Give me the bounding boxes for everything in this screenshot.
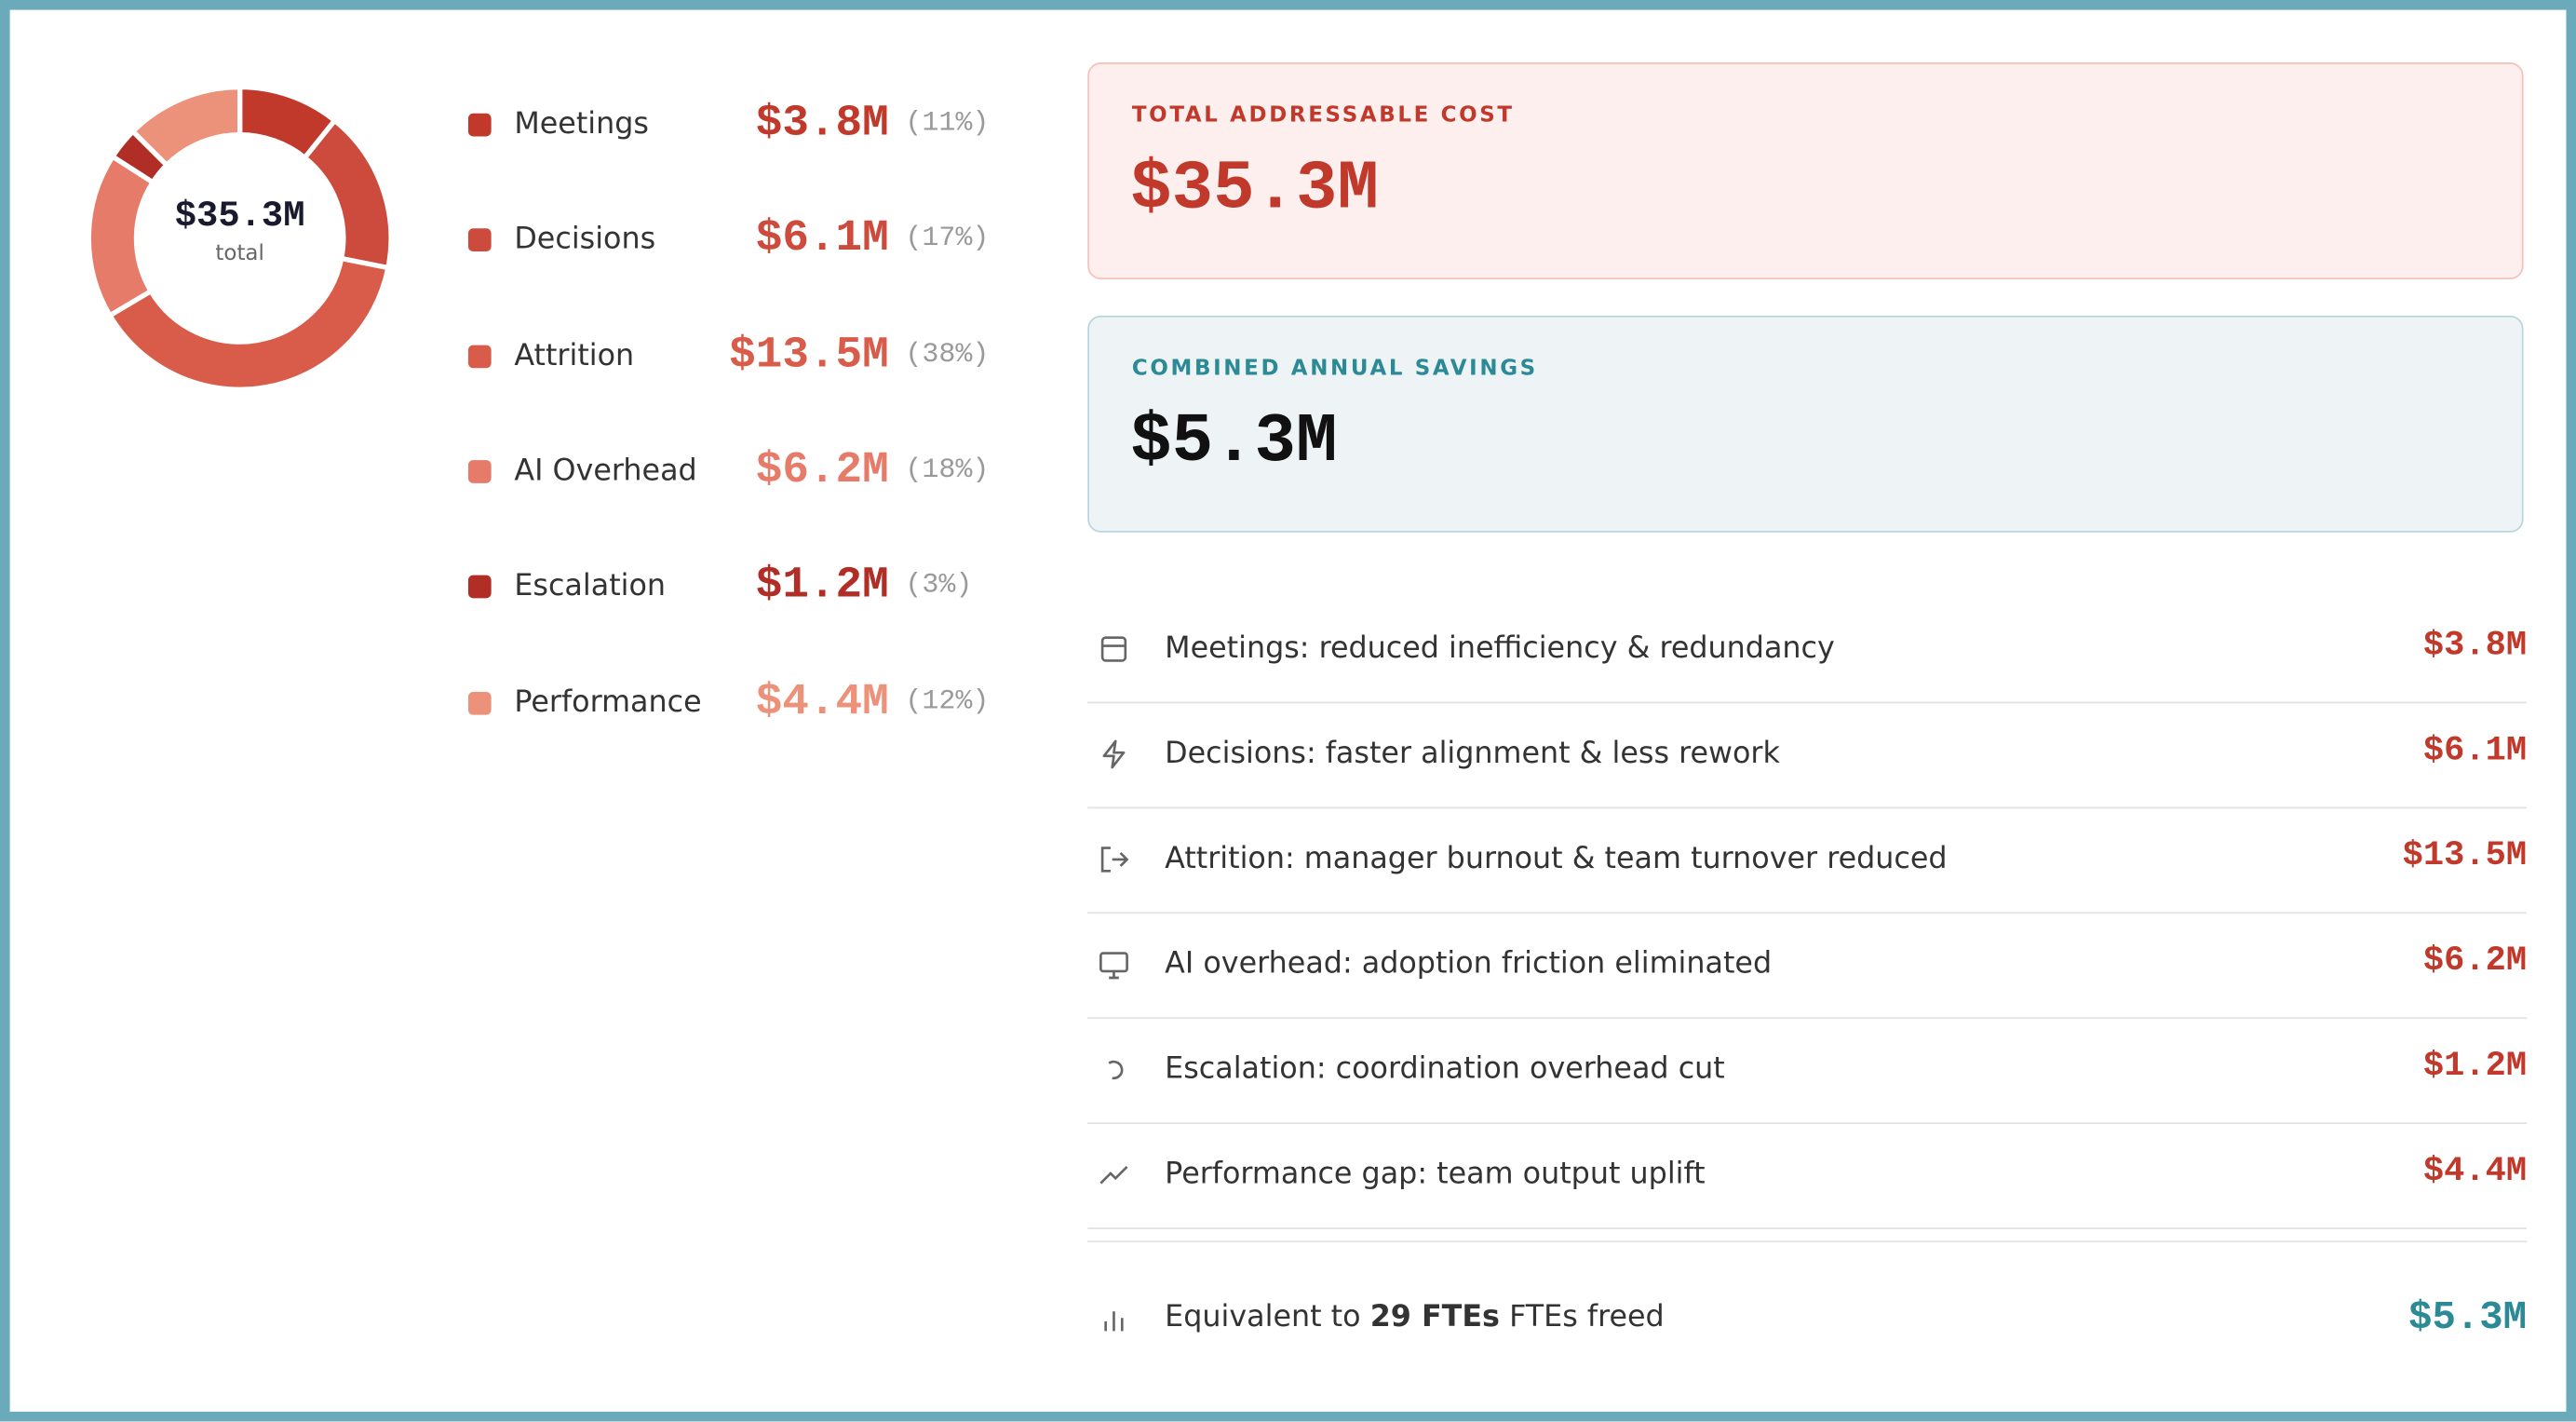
card-label: TOTAL ADDRESSABLE COST xyxy=(1131,103,1515,129)
legend-value: $1.2M xyxy=(755,562,889,612)
row-text: Meetings: reduced inefficiency & redunda… xyxy=(1165,630,1835,666)
legend-swatch xyxy=(467,228,492,252)
footer-text: Equivalent to 29 FTEs FTEs freed xyxy=(1165,1300,1665,1334)
row-value: $4.4M xyxy=(2422,1153,2528,1192)
donut-center-label: total xyxy=(215,241,263,265)
savings-row: Escalation: coordination overhead cut $1… xyxy=(1087,1019,2528,1125)
donut-segment xyxy=(86,153,156,319)
legend-percent: (12%) xyxy=(905,685,990,718)
footer-bold: 29 FTEs xyxy=(1369,1299,1500,1334)
donut-segment xyxy=(106,255,391,392)
legend-percent: (18%) xyxy=(905,454,990,487)
legend-name: Meetings xyxy=(514,106,649,142)
divider xyxy=(1087,1240,2528,1243)
legend-value: $6.2M xyxy=(755,446,889,496)
legend-value: $4.4M xyxy=(755,677,889,727)
legend-value: $13.5M xyxy=(729,331,889,381)
legend-item: Performance $4.4M (12%) xyxy=(467,677,1010,727)
card-value: $5.3M xyxy=(1130,402,1338,482)
row-value: $6.1M xyxy=(2422,733,2528,771)
donut-segment xyxy=(129,84,243,169)
legend-item: Escalation $1.2M (3%) xyxy=(467,562,1010,612)
row-text: Attrition: manager burnout & team turnov… xyxy=(1165,841,1948,876)
footer-value: $5.3M xyxy=(2408,1296,2528,1341)
icon xyxy=(1102,739,1126,769)
legend-name: Attrition xyxy=(514,337,635,372)
cost-card: TOTAL ADDRESSABLE COST $35.3M xyxy=(1087,62,2524,279)
icon xyxy=(1104,1311,1124,1332)
legend-percent: (38%) xyxy=(905,339,990,372)
icon xyxy=(1100,846,1129,873)
icon xyxy=(1099,952,1128,980)
row-text: Escalation: coordination overhead cut xyxy=(1165,1051,1725,1087)
legend-swatch xyxy=(467,344,492,368)
card-label: COMBINED ANNUAL SAVINGS xyxy=(1131,356,1538,382)
legend-swatch xyxy=(467,691,492,714)
legend-swatch xyxy=(467,459,492,483)
savings-card: COMBINED ANNUAL SAVINGS $5.3M xyxy=(1087,315,2524,533)
footer-suffix: FTEs freed xyxy=(1509,1299,1665,1334)
legend-item: Decisions $6.1M (17%) xyxy=(467,215,1010,265)
donut-chart: $35.3M total xyxy=(86,84,394,392)
row-value: $13.5M xyxy=(2402,837,2528,876)
icon xyxy=(1100,636,1127,662)
icon xyxy=(1108,1060,1124,1080)
row-value: $3.8M xyxy=(2422,628,2528,666)
legend-swatch xyxy=(467,113,492,137)
row-text: Performance gap: team output uplift xyxy=(1165,1157,1706,1192)
legend-percent: (17%) xyxy=(905,223,990,256)
row-text: Decisions: faster alignment & less rewor… xyxy=(1165,736,1780,771)
legend-name: Escalation xyxy=(514,568,667,603)
row-value: $1.2M xyxy=(2422,1048,2528,1087)
savings-row: Decisions: faster alignment & less rewor… xyxy=(1087,703,2528,809)
donut-segment xyxy=(301,116,394,271)
row-text: AI overhead: adoption friction eliminate… xyxy=(1165,946,1773,982)
savings-row: AI overhead: adoption friction eliminate… xyxy=(1087,914,2528,1020)
legend-value: $6.1M xyxy=(755,215,889,265)
legend-swatch xyxy=(467,575,492,599)
savings-row: Performance gap: team output uplift $4.4… xyxy=(1087,1124,2528,1229)
footer-prefix: Equivalent to xyxy=(1165,1299,1361,1334)
legend-percent: (11%) xyxy=(905,108,990,140)
legend-name: Performance xyxy=(514,684,702,720)
legend-percent: (3%) xyxy=(905,570,973,603)
card-value: $35.3M xyxy=(1130,149,1379,229)
row-value: $6.2M xyxy=(2422,942,2528,982)
footer-row: Equivalent to 29 FTEs FTEs freed $5.3M xyxy=(1087,1267,2527,1371)
legend-value: $3.8M xyxy=(755,100,889,150)
savings-row: Attrition: manager burnout & team turnov… xyxy=(1087,808,2528,914)
donut-center-value: $35.3M xyxy=(175,196,305,237)
savings-row: Meetings: reduced inefficiency & redunda… xyxy=(1087,598,2528,704)
legend-item: Attrition $13.5M (38%) xyxy=(467,331,1010,381)
icon xyxy=(1099,1166,1128,1185)
legend-name: Decisions xyxy=(514,222,656,257)
legend-item: AI Overhead $6.2M (18%) xyxy=(467,446,1010,496)
legend-name: AI Overhead xyxy=(514,453,697,488)
legend-item: Meetings $3.8M (11%) xyxy=(467,100,1010,150)
